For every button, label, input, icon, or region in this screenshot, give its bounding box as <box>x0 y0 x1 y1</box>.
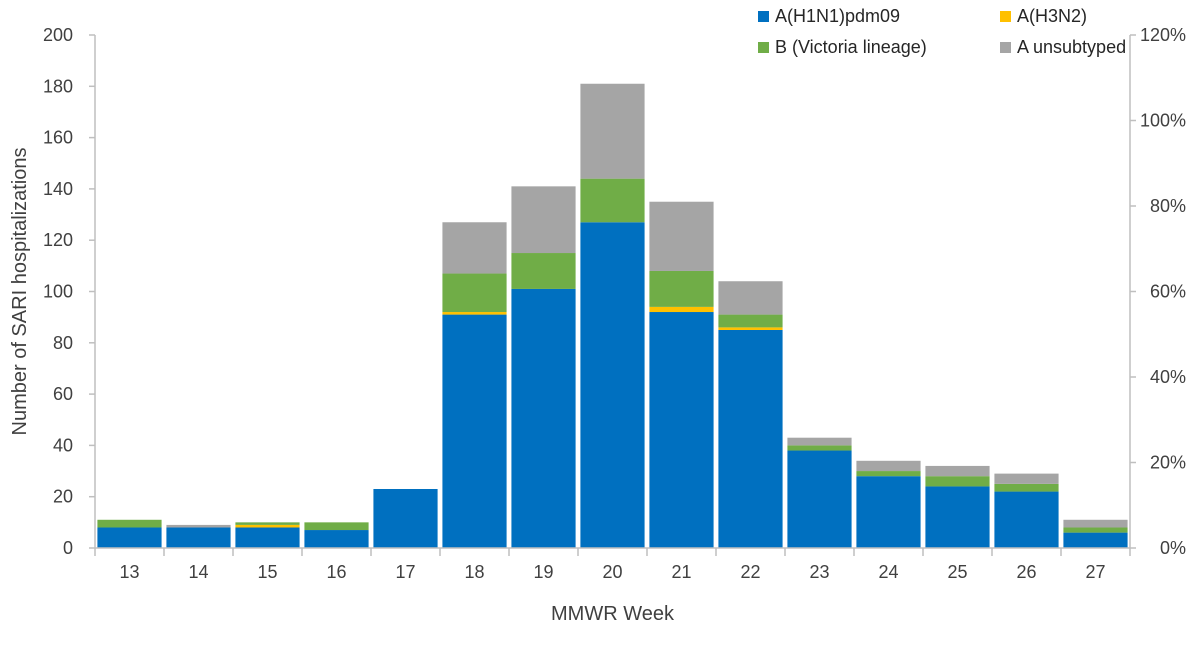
bar-b-victoria-lineage-week-16 <box>304 522 369 531</box>
y-tick-label: 0 <box>63 538 73 558</box>
y-tick-label: 80 <box>53 333 73 353</box>
bar-b-victoria-lineage-week-23 <box>787 445 852 451</box>
legend-swatch <box>758 42 769 53</box>
legend-label: A(H1N1)pdm09 <box>775 6 900 26</box>
legend-swatch <box>1000 11 1011 22</box>
bar-a-h3n2-week-18 <box>442 312 507 315</box>
y-tick-label: 140 <box>43 179 73 199</box>
x-tick-label: 24 <box>878 562 898 582</box>
x-tick-label: 27 <box>1085 562 1105 582</box>
bar-b-victoria-lineage-week-19 <box>511 253 576 289</box>
bar-a-unsubtyped-week-20 <box>580 83 645 179</box>
y-tick-label: 200 <box>43 25 73 45</box>
x-axis-title: MMWR Week <box>551 603 675 625</box>
y-tick-label: 20 <box>53 487 73 507</box>
legend-item-b-victoria-lineage: B (Victoria lineage) <box>758 37 927 57</box>
y2-tick-label: 20% <box>1150 453 1186 473</box>
legend-swatch <box>1000 42 1011 53</box>
bar-b-victoria-lineage-week-18 <box>442 273 507 313</box>
bar-b-victoria-lineage-week-22 <box>718 314 783 328</box>
bar-a-h1n1-pdm09-week-15 <box>235 527 300 548</box>
bar-b-victoria-lineage-week-13 <box>97 519 162 528</box>
bar-a-unsubtyped-week-24 <box>856 460 921 472</box>
x-tick-label: 26 <box>1016 562 1036 582</box>
bar-b-victoria-lineage-week-26 <box>994 483 1059 492</box>
legend-label: A(H3N2) <box>1017 6 1087 26</box>
x-tick-label: 22 <box>740 562 760 582</box>
axes-layer <box>89 34 1136 556</box>
bar-a-h1n1-pdm09-week-13 <box>97 527 162 548</box>
bar-a-h1n1-pdm09-week-27 <box>1063 532 1128 548</box>
bar-b-victoria-lineage-week-24 <box>856 471 921 477</box>
y2-tick-label: 120% <box>1140 25 1186 45</box>
x-tick-label: 16 <box>326 562 346 582</box>
bar-a-h1n1-pdm09-week-18 <box>442 314 507 548</box>
bar-a-unsubtyped-week-25 <box>925 465 990 477</box>
y-tick-label: 100 <box>43 282 73 302</box>
legend-item-a-h3n2: A(H3N2) <box>1000 6 1087 26</box>
bar-a-h3n2-week-22 <box>718 327 783 330</box>
bar-a-unsubtyped-week-23 <box>787 437 852 446</box>
bars-layer <box>97 83 1128 548</box>
bar-a-h1n1-pdm09-week-25 <box>925 486 990 548</box>
y2-tick-label: 80% <box>1150 196 1186 216</box>
x-tick-label: 19 <box>533 562 553 582</box>
y2-tick-label: 0% <box>1160 538 1186 558</box>
bar-b-victoria-lineage-week-20 <box>580 178 645 223</box>
y-tick-label: 40 <box>53 435 73 455</box>
bar-a-unsubtyped-week-26 <box>994 473 1059 484</box>
x-tick-label: 21 <box>671 562 691 582</box>
bar-a-h1n1-pdm09-week-21 <box>649 312 714 548</box>
bar-a-h3n2-week-21 <box>649 306 714 313</box>
bar-b-victoria-lineage-week-27 <box>1063 527 1128 533</box>
x-tick-label: 15 <box>257 562 277 582</box>
y2-tick-label: 100% <box>1140 111 1186 131</box>
bar-a-h1n1-pdm09-week-16 <box>304 530 369 548</box>
x-tick-label: 20 <box>602 562 622 582</box>
bar-a-unsubtyped-week-18 <box>442 222 507 274</box>
bar-a-h1n1-pdm09-week-20 <box>580 222 645 548</box>
bar-a-h1n1-pdm09-week-14 <box>166 527 231 548</box>
y2-tick-label: 40% <box>1150 367 1186 387</box>
legend: A(H1N1)pdm09 A(H3N2) B (Victoria lineage) A… <box>758 6 1126 57</box>
bar-a-unsubtyped-week-22 <box>718 281 783 315</box>
bar-a-unsubtyped-week-27 <box>1063 519 1128 528</box>
legend-item-a-h1n1-pdm09: A(H1N1)pdm09 <box>758 6 900 26</box>
x-tick-label: 23 <box>809 562 829 582</box>
x-tick-label: 18 <box>464 562 484 582</box>
legend-item-a-unsubtyped: A unsubtyped <box>1000 37 1126 57</box>
y-axis-title: Number of SARI hospitalizations <box>9 148 31 436</box>
bar-a-unsubtyped-week-19 <box>511 186 576 254</box>
bar-b-victoria-lineage-week-21 <box>649 270 714 307</box>
bar-a-h1n1-pdm09-week-26 <box>994 491 1059 548</box>
y-tick-label: 160 <box>43 128 73 148</box>
labels-layer: 0 20 40 60 80 100 120 140 160 180 200 0% 20% 40% 60% 80… <box>9 25 1186 625</box>
bar-a-h1n1-pdm09-week-19 <box>511 288 576 548</box>
y-tick-label: 60 <box>53 384 73 404</box>
bar-a-h1n1-pdm09-week-23 <box>787 450 852 548</box>
x-tick-label: 25 <box>947 562 967 582</box>
legend-swatch <box>758 11 769 22</box>
x-tick-label: 13 <box>119 562 139 582</box>
bar-a-unsubtyped-week-21 <box>649 201 714 271</box>
bar-a-h3n2-week-15 <box>235 524 300 528</box>
legend-label: A unsubtyped <box>1017 37 1126 57</box>
x-tick-label: 14 <box>188 562 208 582</box>
bar-a-h1n1-pdm09-week-17 <box>373 489 438 548</box>
bar-a-h1n1-pdm09-week-22 <box>718 329 783 548</box>
y-tick-label: 120 <box>43 230 73 250</box>
y2-tick-label: 60% <box>1150 282 1186 302</box>
bar-b-victoria-lineage-week-25 <box>925 476 990 487</box>
bar-a-unsubtyped-week-14 <box>166 524 231 528</box>
bar-b-victoria-lineage-week-15 <box>235 522 300 525</box>
y-tick-label: 180 <box>43 76 73 96</box>
legend-label: B (Victoria lineage) <box>775 37 927 57</box>
x-tick-label: 17 <box>395 562 415 582</box>
bar-a-h1n1-pdm09-week-24 <box>856 476 921 548</box>
